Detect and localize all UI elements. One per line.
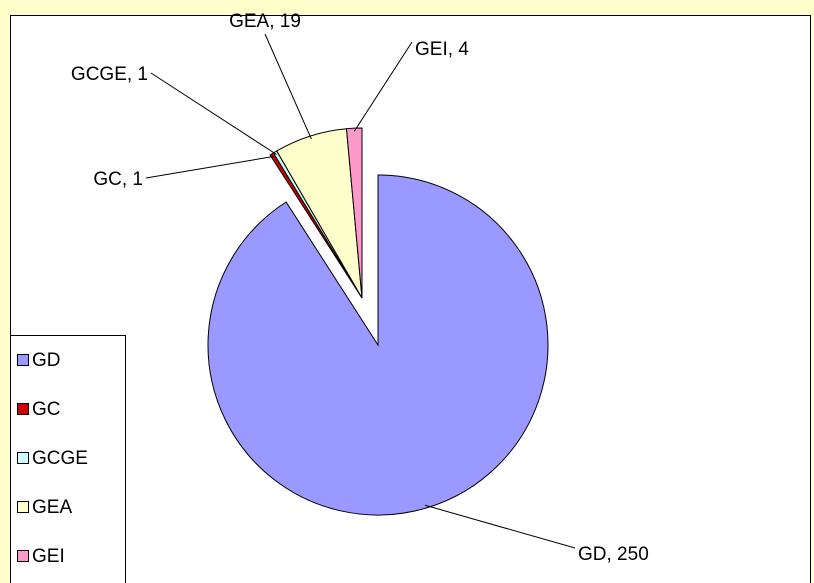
legend-swatch [17,452,29,464]
legend-swatch [17,354,29,366]
data-label: GEA, 19 [229,11,301,32]
legend-label: GC [32,399,61,420]
legend-label: GD [32,350,61,371]
legend-label: GEI [32,546,65,567]
legend-label: GCGE [32,448,88,469]
leader-line [353,41,413,132]
legend-swatch [17,501,29,513]
data-label: GEI, 4 [415,39,469,60]
pie-slice [207,174,549,516]
legend [10,335,126,583]
data-label: GC, 1 [93,169,143,190]
legend-label: GEA [32,497,72,518]
data-label: GD, 250 [578,544,649,565]
legend-swatch [17,550,29,562]
leader-line [264,33,312,140]
data-label: GCGE, 1 [71,64,148,85]
legend-swatch [17,403,29,415]
pie-slice [345,127,363,299]
leader-line [424,504,576,549]
leader-line [145,155,274,179]
leader-line [150,72,277,155]
